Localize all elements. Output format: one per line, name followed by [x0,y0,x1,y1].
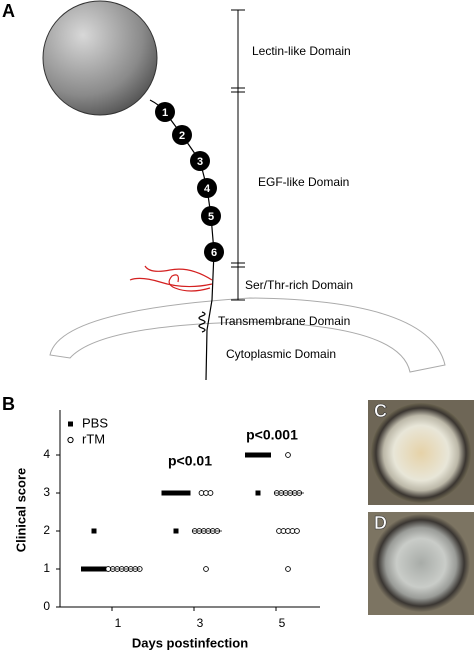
panel-label: A [2,1,15,21]
point [93,566,98,572]
egf-repeat [190,151,210,171]
point [263,452,268,458]
point [179,490,185,496]
domain-label: Ser/Thr-rich Domain [245,278,353,292]
y-axis-label: Clinical score [13,468,28,553]
eye-d [372,514,470,612]
point [91,528,97,534]
point [248,452,253,458]
domain-label: Cytoplasmic Domain [226,347,336,361]
egf-repeat [172,125,192,145]
y-tick-label: 3 [43,485,50,499]
y-tick-label: 2 [43,523,50,537]
panel-label: C [374,401,387,421]
point [203,566,209,572]
annotation: p<0.01 [168,453,212,469]
point [170,490,176,496]
point [251,452,256,458]
point [87,566,92,572]
point [257,452,262,458]
point [99,566,104,572]
point [266,452,271,458]
panel-label: B [2,394,15,414]
panel-label: D [374,513,387,533]
point [173,490,179,496]
x-tick-label: 1 [115,616,122,630]
point [285,566,291,572]
repeat-number: 1 [162,107,168,119]
repeat-number: 4 [204,183,211,195]
membrane [49,297,446,373]
glycans [129,265,213,292]
point [173,528,179,534]
repeat-number: 5 [208,211,214,223]
point [185,490,191,496]
egf-repeat [204,242,224,262]
y-tick-label: 4 [43,447,50,461]
transmembrane-coil [198,311,206,333]
x-tick-label: 5 [279,616,286,630]
point [245,452,250,458]
point [255,490,261,496]
domain-label: EGF-like Domain [258,175,349,189]
repeat-number: 2 [179,130,185,142]
point [254,452,259,458]
eye-c [371,403,471,503]
legend-marker [67,436,74,444]
egf-repeat [197,178,217,198]
y-tick-label: 0 [43,599,50,613]
domain-bracket [231,9,245,301]
point [102,566,107,572]
point [164,490,170,496]
domain-label: Transmembrane Domain [218,314,350,328]
repeat-number: 3 [197,156,203,168]
legend-label: PBS [82,415,108,430]
repeat-number: 6 [211,247,217,259]
legend-label: rTM [82,431,105,446]
point [90,566,95,572]
point [81,566,86,572]
point [285,452,291,458]
lectin-domain [42,0,158,116]
point [161,490,167,496]
annotation: p<0.001 [246,427,298,443]
x-tick-label: 3 [197,616,204,630]
egf-repeat [201,206,221,226]
point [84,566,89,572]
domain-label: Lectin-like Domain [252,44,351,58]
legend-marker [68,421,73,427]
egf-repeat [155,102,175,122]
point [96,566,101,572]
point [182,490,188,496]
point [176,490,182,496]
point [294,528,300,534]
point [167,490,173,496]
point [207,490,214,496]
y-tick-label: 1 [43,561,50,575]
point [260,452,265,458]
x-axis-label: Days postinfection [132,635,248,650]
